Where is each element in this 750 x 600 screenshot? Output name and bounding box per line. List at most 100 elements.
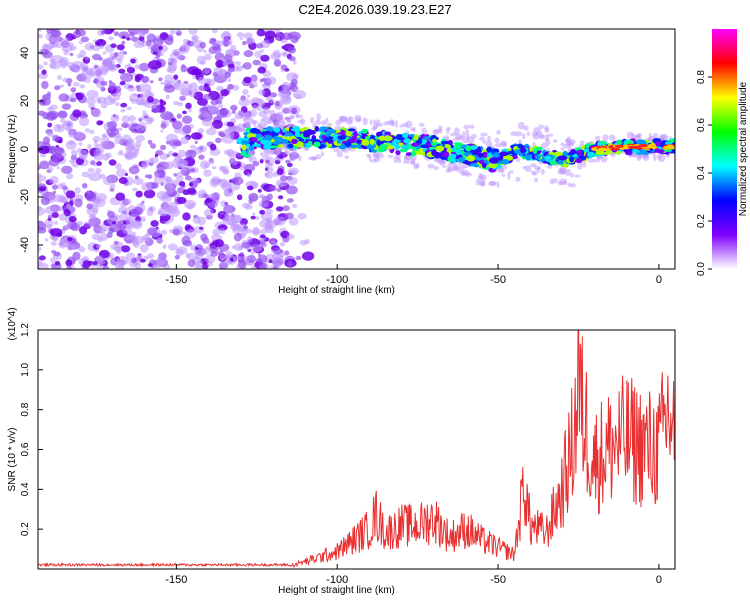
- noise-blob: [63, 209, 71, 217]
- signal-blob: [326, 136, 334, 140]
- signal-blob: [376, 139, 382, 146]
- noise-blob: [62, 77, 68, 83]
- noise-blob: [159, 100, 167, 106]
- signal-blob: [408, 133, 416, 138]
- signal-blob: [241, 139, 248, 146]
- noise-blob: [126, 106, 132, 111]
- noise-blob: [69, 97, 77, 103]
- signal-halo: [410, 158, 416, 165]
- noise-blob: [236, 128, 242, 132]
- signal-halo: [310, 156, 317, 161]
- noise-blob: [132, 242, 140, 248]
- noise-blob: [198, 154, 205, 160]
- signal-halo: [314, 120, 322, 125]
- colorbar-label: Normalized spectral amplitude: [738, 81, 749, 216]
- signal-halo: [480, 181, 486, 187]
- signal-halo: [325, 117, 329, 123]
- noise-blob: [87, 144, 92, 150]
- signal-halo: [538, 124, 545, 129]
- noise-blob: [38, 179, 42, 184]
- noise-blob: [189, 144, 196, 149]
- noise-blob: [199, 226, 204, 230]
- noise-blob: [65, 190, 76, 199]
- signal-halo: [540, 142, 548, 149]
- noise-blob: [117, 151, 124, 156]
- noise-blob: [41, 80, 49, 90]
- signal-halo: [560, 147, 565, 151]
- noise-blob: [101, 29, 107, 32]
- noise-blob: [99, 39, 103, 43]
- noise-blob: [276, 188, 282, 192]
- noise-blob: [273, 216, 286, 226]
- signal-blob: [272, 141, 281, 145]
- signal-blob: [353, 130, 358, 138]
- noise-blob: [126, 37, 131, 41]
- signal-halo: [463, 124, 470, 130]
- signal-blob: [309, 138, 319, 142]
- noise-blob: [172, 145, 177, 150]
- noise-blob: [203, 208, 214, 218]
- signal-halo: [523, 125, 529, 131]
- signal-blob: [405, 152, 412, 156]
- noise-blob: [262, 195, 270, 204]
- signal-blob: [451, 157, 456, 164]
- noise-blob: [73, 66, 80, 71]
- noise-blob: [126, 198, 132, 205]
- noise-blob: [257, 254, 268, 264]
- noise-blob: [131, 36, 139, 42]
- noise-blob: [113, 31, 119, 37]
- bottom-x-tick-label: -50: [490, 574, 506, 586]
- signal-halo: [664, 153, 670, 158]
- noise-blob: [186, 203, 194, 210]
- noise-blob: [272, 265, 278, 269]
- noise-blob: [129, 213, 137, 219]
- signal-blob: [418, 148, 424, 155]
- noise-blob: [38, 64, 44, 70]
- noise-blob: [128, 165, 140, 175]
- noise-blob: [56, 124, 61, 129]
- noise-blob: [131, 99, 137, 105]
- signal-halo: [369, 159, 377, 163]
- signal-halo: [441, 164, 447, 169]
- noise-blob: [154, 259, 162, 268]
- noise-blob: [230, 104, 238, 111]
- signal-blob: [491, 152, 501, 158]
- noise-blob: [127, 63, 132, 68]
- noise-blob: [62, 224, 70, 231]
- noise-blob: [259, 49, 264, 53]
- signal-halo: [657, 153, 662, 160]
- noise-blob: [74, 131, 85, 139]
- noise-blob: [281, 81, 291, 90]
- signal-halo: [453, 136, 460, 142]
- noise-blob: [160, 111, 174, 121]
- signal-blob: [415, 145, 421, 150]
- noise-blob: [115, 168, 127, 178]
- noise-blob: [188, 182, 194, 187]
- signal-blob: [394, 143, 400, 151]
- signal-halo: [530, 170, 537, 175]
- signal-halo: [626, 131, 634, 139]
- noise-blob: [218, 228, 226, 235]
- noise-blob: [232, 229, 237, 234]
- noise-blob: [233, 232, 242, 242]
- noise-blob: [273, 58, 282, 67]
- noise-blob: [135, 96, 144, 106]
- noise-blob: [112, 114, 117, 118]
- noise-blob: [164, 36, 174, 46]
- noise-blob: [118, 206, 129, 214]
- noise-blob: [96, 120, 103, 126]
- noise-blob: [155, 54, 160, 59]
- noise-blob: [132, 187, 138, 192]
- noise-blob: [167, 61, 173, 66]
- signal-halo: [263, 148, 271, 154]
- noise-blob: [38, 255, 46, 261]
- signal-halo: [295, 114, 303, 119]
- noise-blob: [114, 261, 124, 268]
- noise-blob: [38, 226, 47, 234]
- signal-blob: [249, 127, 259, 134]
- bottom-y-tick-label: 0.8: [20, 402, 31, 416]
- signal-halo: [276, 115, 284, 121]
- noise-blob: [52, 190, 57, 195]
- noise-blob: [122, 51, 128, 55]
- noise-blob: [82, 260, 91, 269]
